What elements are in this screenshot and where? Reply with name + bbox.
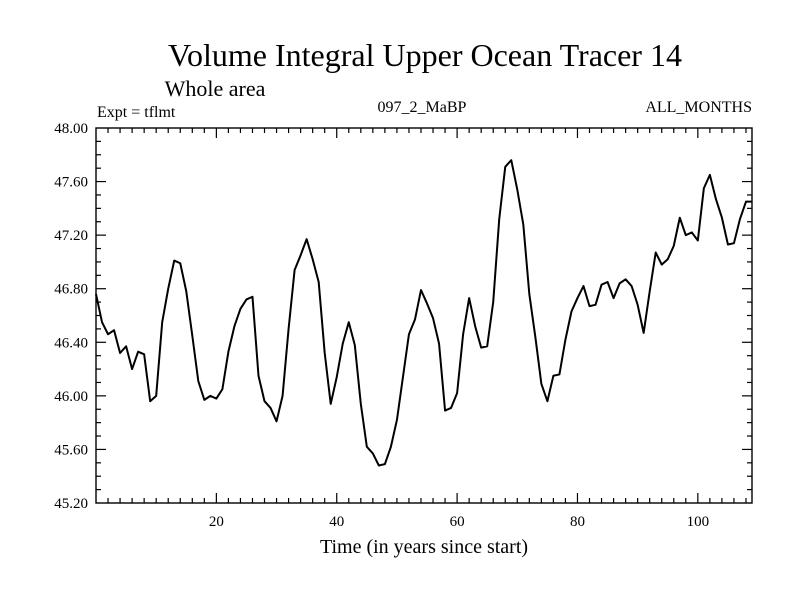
chart-subtitle: Whole area	[165, 76, 266, 101]
run-id-label: 097_2_MaBP	[378, 99, 467, 116]
x-tick-labels: 20 40 60 80 100	[209, 514, 709, 530]
x-tick-label: 20	[209, 514, 224, 530]
x-axis-label: Time (in years since start)	[320, 536, 528, 558]
y-tick-label: 46.00	[54, 389, 88, 405]
x-tick-label: 100	[687, 514, 710, 530]
x-tick-label: 60	[450, 514, 465, 530]
y-tick-label: 45.60	[54, 442, 88, 458]
y-tick-label: 45.20	[54, 496, 88, 512]
axis-ticks	[96, 128, 752, 503]
y-tick-labels: 45.20 45.60 46.00 46.40 46.80 47.20 47.60 48.00	[54, 121, 88, 512]
series-line-tracer14	[95, 159, 752, 467]
y-tick-label: 47.20	[54, 228, 88, 244]
y-tick-label: 46.40	[54, 335, 88, 351]
experiment-label: Expt = tflmt	[97, 104, 176, 121]
y-tick-label: 48.00	[54, 121, 88, 137]
x-tick-label: 80	[570, 514, 585, 530]
chart-title: Volume Integral Upper Ocean Tracer 14	[168, 37, 682, 73]
x-tick-label: 40	[329, 514, 344, 530]
plot-frame	[95, 127, 753, 504]
y-tick-label: 46.80	[54, 282, 88, 298]
y-tick-label: 47.60	[54, 175, 88, 191]
months-label: ALL_MONTHS	[645, 99, 752, 116]
